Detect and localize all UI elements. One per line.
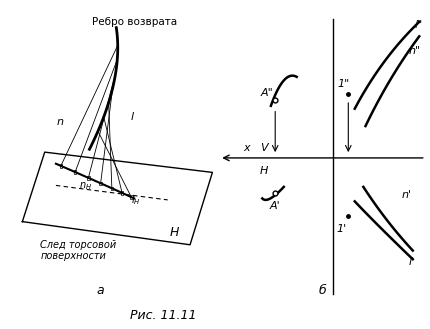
Bar	[59, 164, 62, 167]
Text: n': n'	[402, 190, 412, 200]
Bar	[87, 176, 90, 180]
Text: 1': 1'	[337, 224, 347, 234]
Text: $n_H$: $n_H$	[80, 180, 92, 192]
Bar	[121, 191, 123, 195]
Text: След торсовой
поверхности: След торсовой поверхности	[40, 240, 117, 261]
Text: x: x	[243, 143, 249, 153]
Text: V: V	[260, 143, 268, 153]
Text: A': A'	[270, 201, 280, 211]
Text: l': l'	[408, 257, 415, 267]
Text: H: H	[170, 226, 179, 239]
Text: l: l	[131, 112, 134, 122]
Text: n": n"	[408, 46, 421, 56]
Text: Ребро возврата: Ребро возврата	[92, 17, 177, 27]
Text: а: а	[97, 284, 104, 297]
Text: 1": 1"	[338, 79, 350, 89]
Text: A": A"	[260, 88, 273, 98]
Bar	[130, 195, 132, 199]
Bar	[74, 170, 77, 174]
Text: б: б	[319, 284, 326, 297]
Text: H: H	[260, 166, 268, 176]
Text: $l_H$: $l_H$	[131, 193, 141, 207]
Text: Рис. 11.11: Рис. 11.11	[130, 309, 197, 322]
Bar	[99, 182, 102, 185]
Text: n: n	[57, 116, 64, 127]
Text: l": l"	[415, 20, 423, 30]
Bar	[111, 187, 113, 190]
